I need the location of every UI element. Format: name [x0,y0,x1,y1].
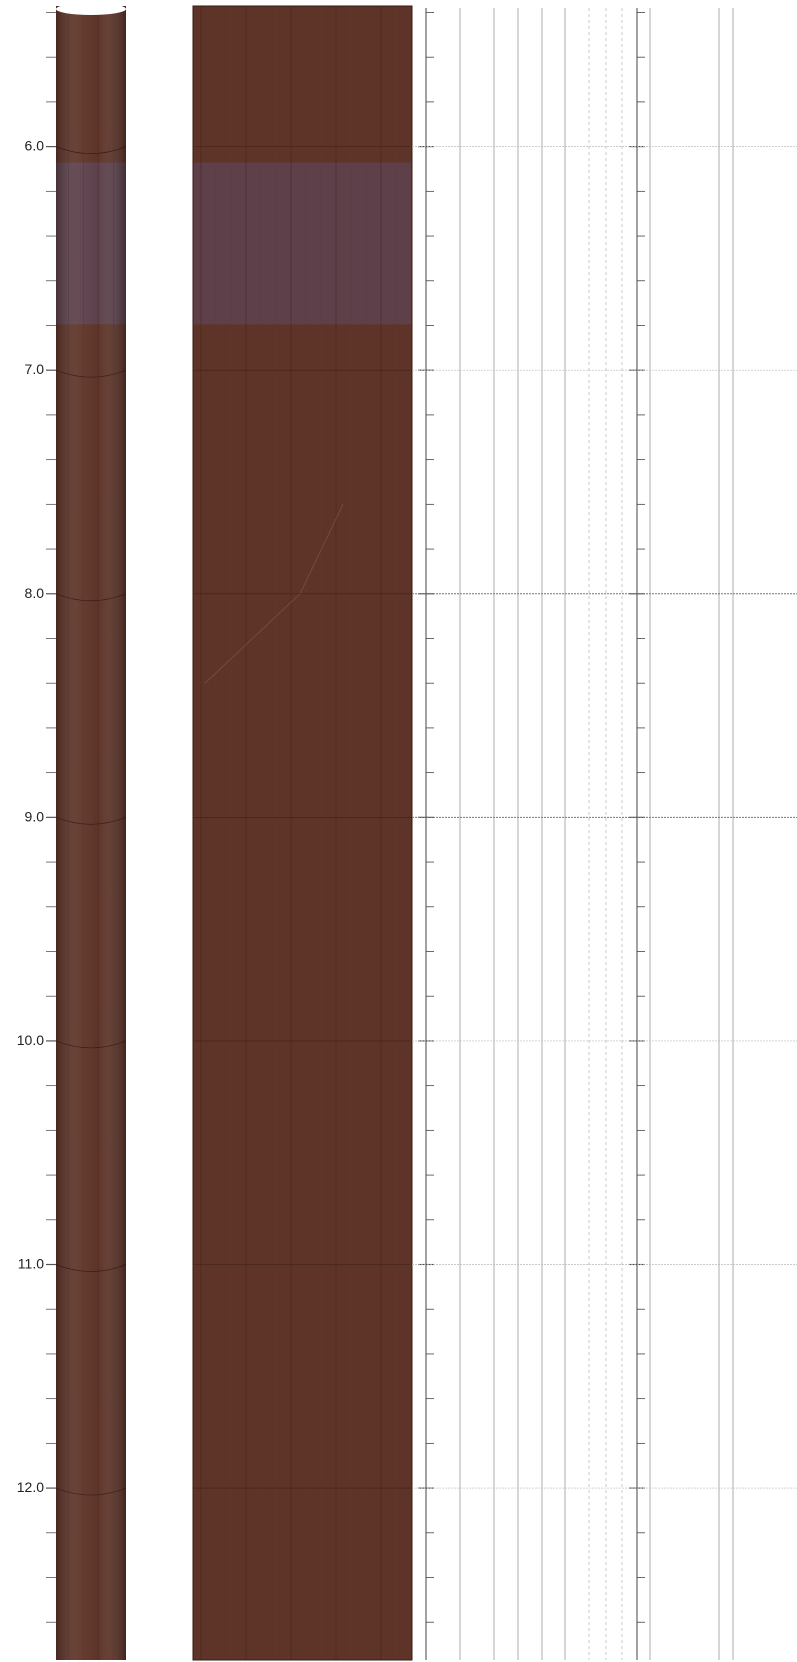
core-depth-arc [55,1040,127,1049]
core-slab-photo [192,5,413,1661]
depth-label: 11.0 [18,1256,44,1272]
core-depth-arc [55,817,127,825]
depth-label: 9.0 [25,808,45,824]
depth-label: 8.0 [25,585,45,601]
log-tracks [412,8,797,1660]
depth-label: 10.0 [17,1032,44,1048]
depth-label: 12.0 [17,1479,44,1495]
core-depth-arc [55,593,127,602]
depth-label: 6.0 [25,138,45,154]
core-cylinder-top-cap [56,3,126,15]
core-depth-arc [55,1487,127,1496]
depth-axis: 6.0 7.0 8.0 9.0 10.0 11.0 12.0 [17,12,56,1623]
core-depth-arc [55,369,127,378]
core-cylinder-photo [55,3,127,1660]
core-slab-discolored-zone [193,162,412,325]
core-depth-arc [55,146,127,154]
core-slab-outline [192,5,413,1661]
core-depth-arc [55,1264,127,1272]
core-cylinder-shading [56,6,126,1660]
depth-label: 7.0 [25,361,45,377]
